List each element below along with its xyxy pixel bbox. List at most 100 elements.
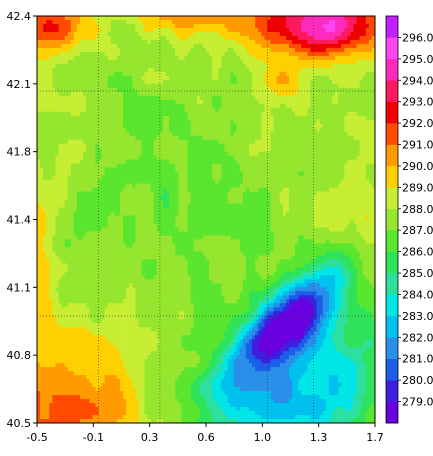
heatmap-cell [282,103,287,109]
heatmap-cell [365,143,370,149]
heatmap-cell [80,119,84,125]
heatmap-cell [258,115,262,121]
heatmap-cell [206,87,210,93]
heatmap-cell [162,79,167,85]
heatmap-cell [270,103,274,109]
heatmap-cell [242,123,247,129]
heatmap-cell [199,139,204,145]
heatmap-cell [313,159,318,165]
heatmap-cell [215,111,219,117]
heatmap-cell [233,99,238,105]
heatmap-cell [298,95,302,101]
heatmap-cell [282,19,287,25]
heatmap-cell [245,83,250,89]
heatmap-cell [236,19,241,25]
heatmap-cell [273,183,278,188]
heatmap-cell [365,71,370,77]
heatmap-cell [325,107,330,113]
heatmap-cell [350,131,354,137]
heatmap-cell [218,91,222,97]
heatmap-cell [310,123,314,129]
heatmap-cell [86,151,90,157]
heatmap-cell [239,55,244,61]
heatmap-cell [135,67,139,73]
heatmap-cell [104,123,109,129]
heatmap-cell [276,131,281,137]
heatmap-cell [178,16,182,21]
heatmap-cell [141,175,145,180]
heatmap-cell [368,47,373,53]
heatmap-cell [169,51,173,57]
heatmap-cell [46,179,50,184]
heatmap-cell [227,51,231,57]
heatmap-cell [218,83,222,89]
heatmap-cell [49,79,53,85]
heatmap-cell [101,19,105,25]
heatmap-cell [227,71,231,77]
heatmap-cell [331,115,336,121]
heatmap-cell [301,103,305,109]
heatmap-cell [316,47,321,53]
heatmap-cell [212,183,216,188]
heatmap-cell [325,131,330,137]
heatmap-cell [107,67,112,73]
heatmap-cell [110,175,115,180]
heatmap-cell [135,111,139,117]
heatmap-cell [86,107,90,113]
heatmap-cell [178,59,182,65]
heatmap-cell [199,99,204,105]
heatmap-cell [276,127,281,133]
heatmap-cell [89,95,93,101]
heatmap-cell [350,155,354,161]
heatmap-cell [138,16,142,21]
heatmap-cell [322,39,327,45]
heatmap-cell [371,91,376,97]
heatmap-cell [37,55,41,61]
heatmap-cell [73,35,78,41]
heatmap-cell [135,43,139,49]
heatmap-cell [49,187,53,192]
heatmap-cell [172,39,176,45]
heatmap-cell [132,119,136,125]
heatmap-cell [227,115,231,121]
heatmap-cell [215,171,219,177]
heatmap-cell [236,179,241,184]
heatmap-cell [107,191,112,196]
heatmap-cell [221,47,225,53]
heatmap-cell [270,47,274,53]
heatmap-cell [209,147,213,153]
heatmap-cell [258,187,262,192]
heatmap-cell [316,131,321,137]
heatmap-cell [362,123,367,129]
heatmap-cell [70,67,75,73]
heatmap-cell [245,99,250,105]
heatmap-cell [95,47,99,53]
heatmap-cell [172,107,176,113]
heatmap-cell [215,163,219,169]
heatmap-cell [338,119,342,125]
heatmap-cell [98,167,102,173]
heatmap-cell [236,139,241,145]
heatmap-cell [227,103,231,109]
heatmap-cell [288,123,293,129]
heatmap-cell [368,147,373,153]
heatmap-cell [365,99,370,105]
heatmap-cell [101,131,105,137]
heatmap-cell [344,167,348,173]
heatmap-cell [166,135,170,141]
heatmap-cell [135,191,139,196]
heatmap-cell [156,187,161,192]
heatmap-cell [95,175,99,180]
heatmap-cell [350,35,354,41]
heatmap-cell [199,103,204,109]
heatmap-cell [341,163,345,169]
heatmap-cell [141,59,145,65]
heatmap-cell [101,63,105,69]
heatmap-cell [341,23,345,29]
heatmap-cell [209,131,213,137]
heatmap-cell [368,191,373,196]
heatmap-cell [172,47,176,53]
heatmap-cell [276,143,281,149]
heatmap-cell [116,23,121,29]
heatmap-cell [288,87,293,93]
